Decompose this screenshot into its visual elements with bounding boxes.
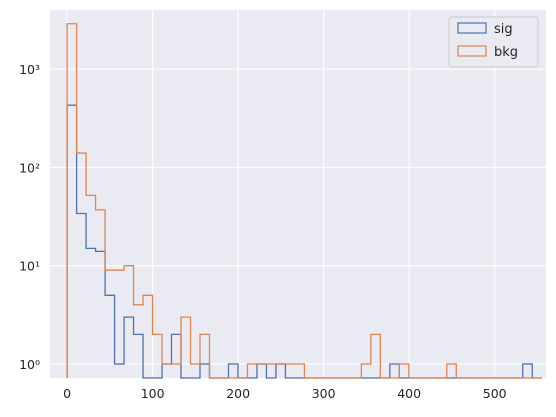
legend: sig bkg	[448, 16, 539, 68]
legend-swatch-sig	[457, 22, 487, 34]
x-tick-label: 100	[141, 386, 165, 401]
x-tick-label: 0	[63, 386, 71, 401]
x-tick-labels: 0 100 200 300 400 500	[63, 386, 507, 401]
histogram-series	[66, 23, 542, 379]
y-tick-label: 10³	[19, 62, 40, 77]
y-tick-label: 10²	[19, 160, 40, 175]
legend-box	[448, 16, 539, 68]
y-tick-labels: 10⁰ 10¹ 10² 10³	[19, 62, 40, 372]
legend-label-sig: sig	[494, 22, 513, 37]
legend-label-bkg: bkg	[494, 45, 518, 60]
y-tick-label: 10⁰	[19, 357, 40, 372]
x-tick-label: 500	[483, 386, 507, 401]
x-tick-label: 200	[226, 386, 250, 401]
x-tick-label: 400	[397, 386, 421, 401]
x-tick-label: 300	[312, 386, 336, 401]
histogram-step-bkg	[66, 23, 542, 379]
legend-swatch-bkg	[457, 45, 487, 57]
y-tick-label: 10¹	[19, 259, 40, 274]
